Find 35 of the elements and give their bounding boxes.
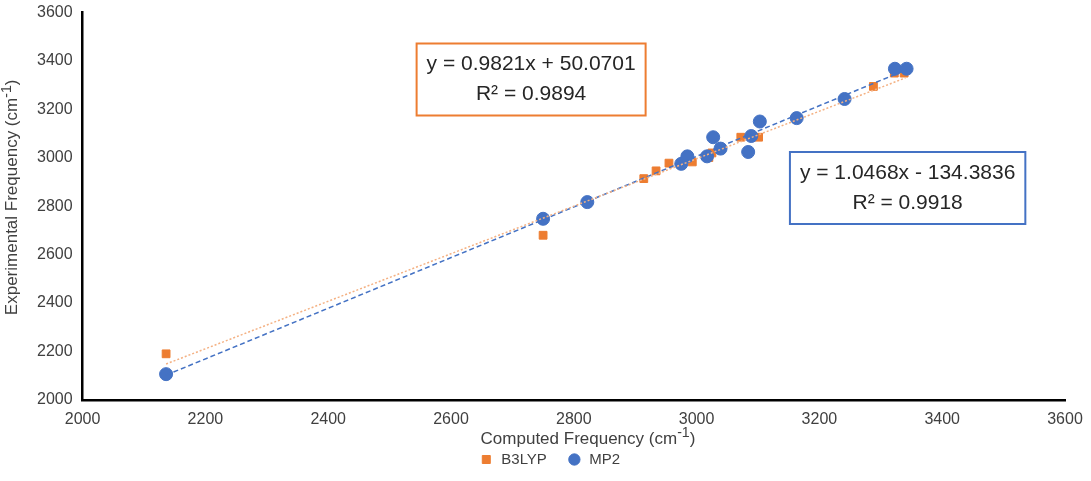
point [161,349,171,359]
y-tick-label: 3400 [37,51,73,69]
x-axis-title: Computed Frequency (cm$^{-1}$) [480,424,696,448]
y-tick-label: 2000 [37,390,73,408]
x-tick-label: 2800 [556,409,592,427]
y-tick-label: 2600 [37,245,73,263]
annotation: y = 1.0468x - 134.3836 R² = 0.9918 [799,159,1016,213]
y-tick-label: 3600 [37,3,73,21]
point [741,144,756,159]
x-tick-label: 3600 [1047,409,1083,427]
y-tick-label: 2800 [37,196,73,214]
point [752,114,767,129]
point [706,130,721,145]
legend-label: MP2 [589,449,621,467]
x-tick-label: 2200 [187,409,224,427]
annotation: y = 0.9821x + 50.0701 R² = 0.9894 [426,51,636,105]
y-tick-label: 3000 [37,148,73,166]
x-tick-label: 2600 [433,409,469,427]
y-tick-label: 3200 [37,99,73,117]
point [899,61,914,76]
x-tick-label: 3200 [801,409,838,427]
y-tick-label: 2400 [37,293,73,311]
legend-label: B3LYP [501,449,547,467]
point [580,195,595,210]
x-tick-label: 3400 [924,409,961,427]
point [789,111,804,126]
point [700,149,715,164]
point [538,230,548,240]
point [680,149,695,164]
y-tick-label: 2200 [37,341,73,359]
x-tick-label: 2000 [64,409,101,427]
x-tick-label: 3000 [678,409,715,427]
point [664,158,674,168]
x-tick-label: 2400 [310,409,347,427]
point [159,367,174,382]
